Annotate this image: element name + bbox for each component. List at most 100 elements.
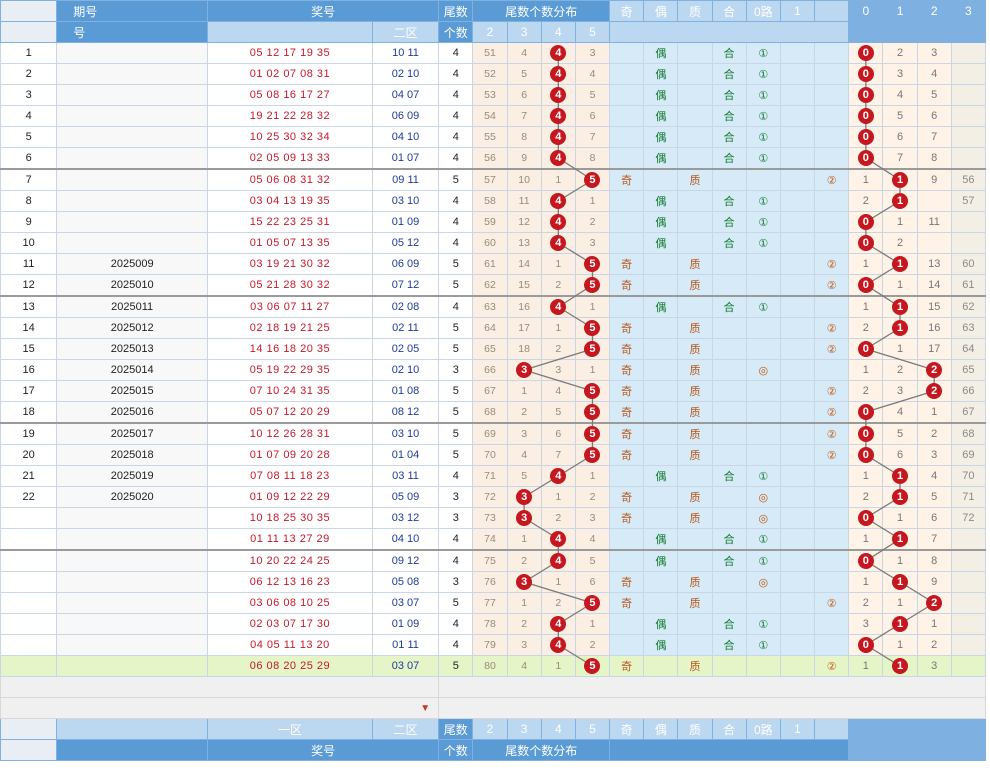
row-route-blank bbox=[779, 465, 816, 487]
row-index: 6 bbox=[0, 147, 58, 170]
row-zone1-numbers: 03 06 08 10 25 bbox=[207, 592, 373, 614]
row-zone2-numbers: 03 10 bbox=[371, 422, 440, 445]
row-remainder-3 bbox=[950, 211, 987, 233]
arrow-down-icon[interactable]: ▼ bbox=[420, 703, 431, 714]
row-route-blank bbox=[779, 147, 816, 170]
row-route-a: ① bbox=[745, 84, 781, 106]
row-remainder-3 bbox=[950, 528, 987, 551]
row-dist-4: 4 bbox=[540, 190, 576, 212]
row-remainder-2: 3 bbox=[916, 444, 952, 466]
row-dist-4: 5 bbox=[540, 401, 576, 424]
table-row: 1 05 12 17 19 35 10 11 4 51 4 4 3 偶合 ① 0 2 3 bbox=[0, 42, 987, 64]
row-route-a bbox=[745, 422, 781, 445]
row-dist-2: 61 bbox=[472, 253, 508, 275]
row-dist-5: 5 bbox=[574, 380, 611, 402]
row-route-b bbox=[814, 63, 850, 85]
hit-ball: 5 bbox=[584, 320, 601, 336]
row-remainder-3: 72 bbox=[950, 507, 987, 529]
row-issue: 2025020 bbox=[56, 486, 209, 508]
row-remainder-2: 13 bbox=[916, 253, 952, 275]
row-even: 偶 bbox=[643, 528, 679, 551]
row-route-blank bbox=[779, 63, 816, 85]
row-even bbox=[643, 507, 679, 529]
row-prime: 质 bbox=[677, 422, 713, 445]
row-composite: 合 bbox=[711, 147, 747, 170]
table-row: 10 01 05 07 13 35 05 12 4 60 13 4 3 偶合 ① 0 2 bbox=[0, 232, 987, 254]
header-composite: 合 bbox=[711, 0, 747, 22]
row-remainder-0: 1 bbox=[848, 253, 884, 275]
row-dist-2: 54 bbox=[472, 105, 508, 127]
row-index bbox=[0, 528, 58, 551]
row-dist-2: 57 bbox=[472, 168, 508, 191]
row-issue bbox=[56, 126, 209, 148]
footer-comp: 合 bbox=[711, 718, 747, 740]
header-route1: 1 bbox=[779, 0, 816, 22]
row-dist-5: 5 bbox=[574, 338, 611, 360]
row-index: 21 bbox=[0, 465, 58, 487]
row-dist-5: 6 bbox=[574, 105, 611, 127]
row-route-b bbox=[814, 528, 850, 551]
hit-ball: 5 bbox=[584, 658, 601, 674]
header-attr-blank bbox=[609, 21, 850, 43]
row-remainder-3: 66 bbox=[950, 380, 987, 402]
footer-row-1: 一区 二区 尾数 2 3 4 5 奇偶质合 0路 1 bbox=[0, 718, 986, 740]
row-remainder-2: 6 bbox=[916, 105, 952, 127]
row-even: 偶 bbox=[643, 634, 679, 656]
footer-blank-3 bbox=[56, 739, 209, 761]
route-mark: ① bbox=[758, 470, 769, 483]
row-route-b bbox=[814, 613, 850, 635]
hit-ball: 4 bbox=[550, 637, 567, 653]
remainder-ball: 0 bbox=[857, 447, 874, 463]
row-composite: 合 bbox=[711, 549, 747, 572]
row-dist-3: 14 bbox=[506, 253, 542, 275]
row-dist-5: 3 bbox=[574, 507, 611, 529]
row-dist-4: 4 bbox=[540, 465, 576, 487]
row-prime bbox=[677, 634, 713, 656]
row-prime bbox=[677, 549, 713, 572]
row-index: 2 bbox=[0, 63, 58, 85]
remainder-ball: 0 bbox=[857, 87, 874, 103]
blank-cell bbox=[438, 676, 986, 698]
row-dist-5: 5 bbox=[574, 317, 611, 339]
row-odd bbox=[609, 634, 645, 656]
row-route-b bbox=[814, 126, 850, 148]
row-remainder-0: 0 bbox=[848, 63, 884, 85]
remainder-ball: 2 bbox=[926, 383, 943, 399]
row-remainder-1: 2 bbox=[882, 232, 918, 254]
row-issue bbox=[56, 592, 209, 614]
row-even bbox=[643, 571, 679, 593]
row-tail-count: 5 bbox=[438, 444, 474, 466]
remainder-ball: 0 bbox=[857, 341, 874, 357]
row-remainder-3: 56 bbox=[950, 168, 987, 191]
route-mark: ② bbox=[826, 343, 837, 356]
row-zone1-numbers: 07 08 11 18 23 bbox=[207, 465, 373, 487]
row-remainder-2: 8 bbox=[916, 549, 952, 572]
row-remainder-0: 0 bbox=[848, 549, 884, 572]
row-route-a bbox=[745, 253, 781, 275]
header-corner bbox=[0, 0, 58, 22]
row-dist-4: 4 bbox=[540, 105, 576, 127]
row-dist-5: 5 bbox=[574, 549, 611, 572]
remainder-ball: 1 bbox=[892, 574, 909, 590]
remainder-ball: 2 bbox=[926, 595, 943, 611]
row-route-blank bbox=[779, 338, 816, 360]
row-remainder-0: 0 bbox=[848, 147, 884, 170]
remainder-ball: 1 bbox=[892, 616, 909, 632]
row-odd: 奇 bbox=[609, 168, 645, 191]
row-issue: 2025011 bbox=[56, 295, 209, 318]
footer-corner-2 bbox=[0, 739, 58, 761]
row-index bbox=[0, 507, 58, 529]
row-route-b bbox=[814, 190, 850, 212]
hit-ball: 5 bbox=[584, 404, 601, 420]
row-even: 偶 bbox=[643, 126, 679, 148]
row-odd: 奇 bbox=[609, 274, 645, 297]
row-dist-5: 1 bbox=[574, 613, 611, 635]
route-mark: ② bbox=[826, 428, 837, 441]
row-zone1-numbers: 01 11 13 27 29 bbox=[207, 528, 373, 551]
row-prime bbox=[677, 105, 713, 127]
row-remainder-3: 63 bbox=[950, 317, 987, 339]
row-issue bbox=[56, 655, 209, 677]
row-dist-3: 1 bbox=[506, 528, 542, 551]
row-remainder-3: 67 bbox=[950, 401, 987, 424]
hit-ball: 4 bbox=[550, 531, 567, 547]
